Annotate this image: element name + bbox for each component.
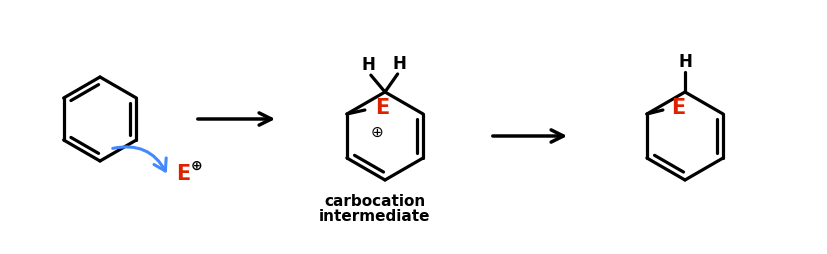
Text: carbocation: carbocation (324, 195, 425, 210)
Text: H: H (392, 55, 406, 73)
FancyArrowPatch shape (112, 147, 166, 171)
Text: E: E (670, 98, 684, 118)
Text: ⊕: ⊕ (191, 159, 203, 173)
Text: ⊕: ⊕ (370, 124, 383, 139)
Text: intermediate: intermediate (319, 210, 430, 225)
Text: H: H (677, 53, 691, 71)
Text: E: E (175, 164, 190, 184)
Text: E: E (375, 98, 389, 118)
Text: H: H (361, 56, 375, 74)
